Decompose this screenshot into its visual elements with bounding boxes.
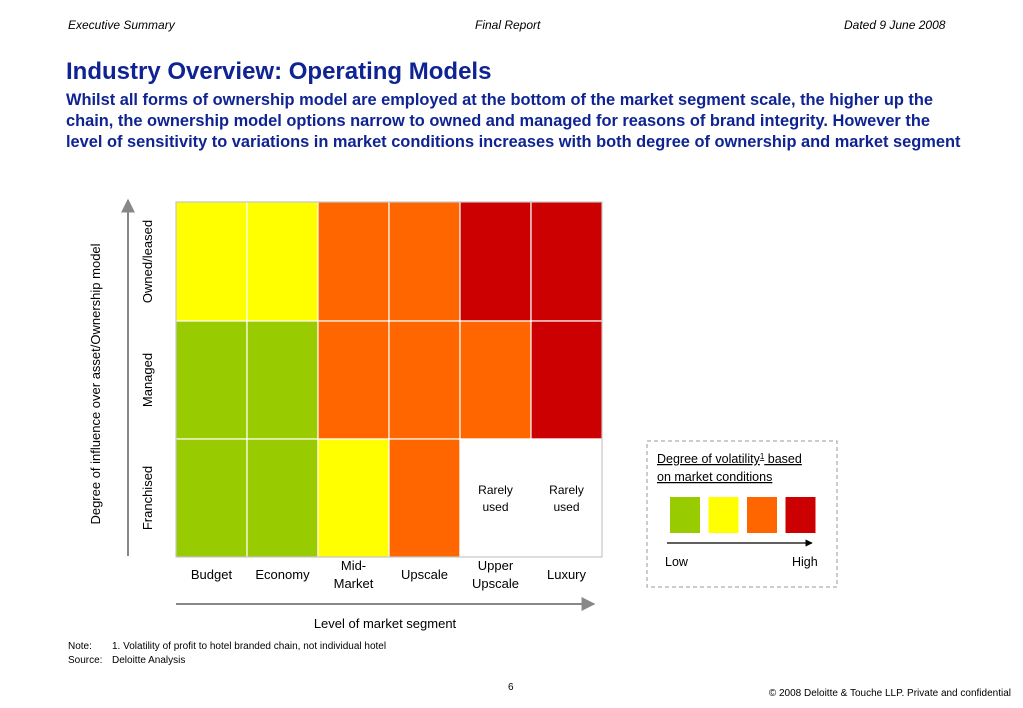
row-label: Franchised bbox=[140, 466, 155, 530]
legend-title: Degree of volatility1 based bbox=[657, 452, 802, 467]
page-title: Industry Overview: Operating Models bbox=[66, 58, 492, 85]
page-subtitle: Whilst all forms of ownership model are … bbox=[66, 91, 961, 151]
heatmap-cell bbox=[317, 201, 390, 322]
heatmap-frame bbox=[175, 201, 603, 558]
legend-swatch bbox=[785, 497, 816, 533]
column-label: Upscale bbox=[401, 567, 448, 582]
copyright-notice: © 2008 Deloitte & Touche LLP. Private an… bbox=[768, 688, 1011, 699]
y-axis-title: Degree of influence over asset/Ownership… bbox=[88, 243, 103, 524]
x-axis-title: Level of market segment bbox=[314, 616, 457, 631]
header-center: Final Report bbox=[475, 18, 541, 32]
heatmap-cell bbox=[317, 320, 390, 440]
legend-swatch bbox=[670, 497, 700, 533]
heatmap-cell bbox=[175, 438, 248, 558]
cell-label: Rarely bbox=[478, 483, 513, 497]
column-label: Market bbox=[334, 576, 374, 591]
legend-title-suffix: based bbox=[764, 452, 802, 466]
legend-box bbox=[646, 440, 838, 588]
heatmap-cell bbox=[388, 438, 461, 558]
heatmap-cell bbox=[530, 201, 603, 322]
heatmap-cell bbox=[530, 320, 603, 440]
column-label: Budget bbox=[191, 567, 233, 582]
cell-label: used bbox=[482, 500, 508, 514]
heatmap-cell bbox=[530, 438, 603, 558]
source-line: Source: Deloitte Analysis bbox=[68, 655, 185, 666]
heatmap-cell bbox=[317, 438, 390, 558]
heatmap-cell bbox=[175, 320, 248, 440]
note-line: Note: 1. Volatility of profit to hotel br… bbox=[68, 641, 386, 652]
legend-title-line2: on market conditions bbox=[657, 470, 772, 484]
legend-title-text: Degree of volatility bbox=[657, 452, 761, 466]
heatmap-cell bbox=[459, 438, 532, 558]
legend-footnote-mark: 1 bbox=[760, 452, 765, 461]
row-label: Owned/leased bbox=[140, 220, 155, 303]
legend-high-label: High bbox=[792, 555, 818, 569]
heatmap-cell bbox=[246, 201, 319, 322]
legend-swatch bbox=[747, 497, 777, 533]
heatmap-cell bbox=[388, 201, 461, 322]
page-number: 6 bbox=[508, 682, 514, 693]
row-label: Managed bbox=[140, 353, 155, 407]
source-text: Deloitte Analysis bbox=[112, 655, 186, 666]
legend-swatch bbox=[708, 497, 739, 533]
header-date: Dated 9 June 2008 bbox=[844, 18, 946, 32]
header-left: Executive Summary bbox=[68, 18, 175, 32]
heatmap-cell bbox=[175, 201, 248, 322]
column-label: Upscale bbox=[472, 576, 519, 591]
heatmap-cell bbox=[246, 320, 319, 440]
heatmap-cell bbox=[459, 320, 532, 440]
column-label: Mid- bbox=[341, 558, 366, 573]
column-label: Economy bbox=[255, 567, 310, 582]
note-text: 1. Volatility of profit to hotel branded… bbox=[112, 641, 387, 652]
heatmap-cell bbox=[388, 320, 461, 440]
column-label: Upper bbox=[478, 558, 514, 573]
legend-low-label: Low bbox=[665, 555, 689, 569]
heatmap-cell bbox=[459, 201, 532, 322]
note-key: Note: bbox=[68, 641, 92, 652]
heatmap-cell bbox=[246, 438, 319, 558]
column-label: Luxury bbox=[547, 567, 587, 582]
cell-label: Rarely bbox=[549, 483, 584, 497]
cell-label: used bbox=[553, 500, 579, 514]
source-key: Source: bbox=[68, 655, 103, 666]
